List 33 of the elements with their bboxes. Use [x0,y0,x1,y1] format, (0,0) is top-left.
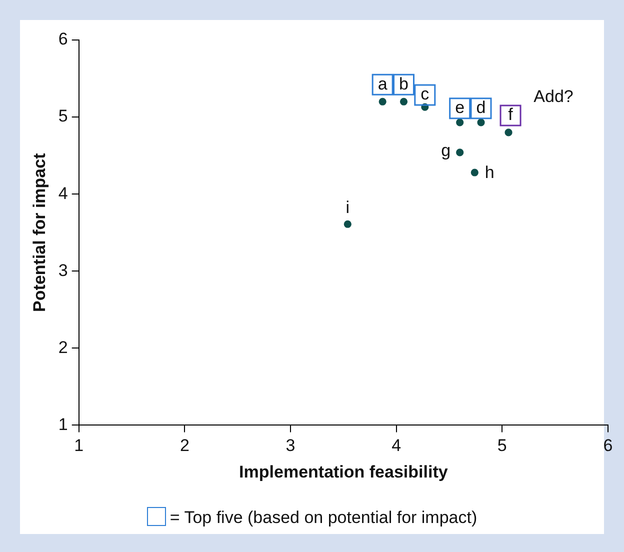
x-tick-label: 3 [286,436,296,456]
point [456,118,464,126]
annotation: d [476,98,486,118]
annotation: g [441,141,451,160]
point [504,128,512,136]
point [344,220,352,228]
y-tick-label: 3 [58,260,68,280]
annotation: Add? [534,87,574,106]
annotation: h [484,163,494,182]
point [378,98,386,106]
annotation: e [455,98,465,118]
x-axis-title: Implementation feasibility [239,462,448,482]
annotation: i [346,198,350,217]
point [400,98,408,106]
point [470,168,478,176]
point [456,148,464,156]
annotation: c [420,84,430,104]
y-tick-label: 4 [58,184,68,203]
x-tick-label: 1 [74,436,84,456]
annotation: a [378,74,388,94]
y-tick-label: 6 [58,30,68,49]
x-tick-label: 6 [603,436,613,456]
y-tick-label: 2 [58,338,68,357]
x-tick-label: 5 [497,436,507,456]
annotation: f [508,105,514,124]
text: = Top five (based on potential for impact) [170,508,478,527]
point [477,118,485,126]
x-tick-label: 2 [180,436,190,456]
annotation: b [399,74,408,94]
y-tick-label: 1 [58,414,68,434]
y-axis-title: Potential for impact [30,152,49,312]
y-tick-label: 5 [58,106,68,126]
x-tick-label: 4 [392,436,402,456]
